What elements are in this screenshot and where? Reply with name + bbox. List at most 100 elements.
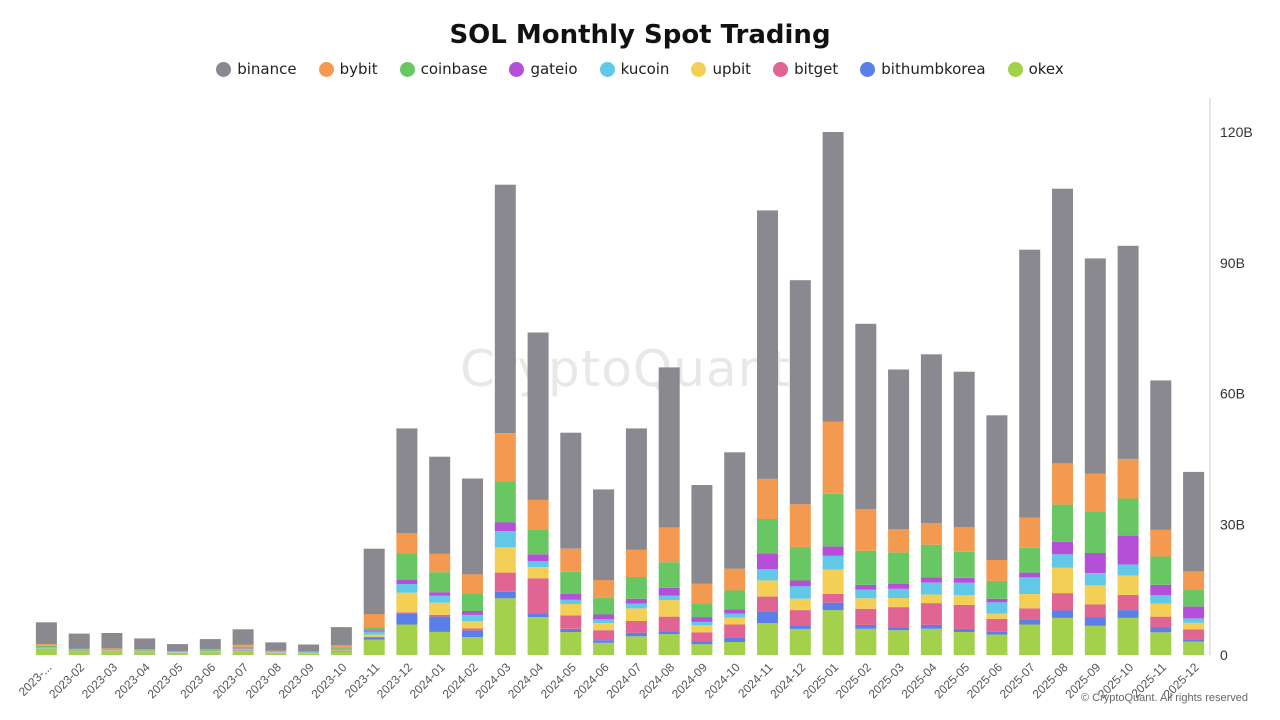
bar-segment-upbit[interactable] xyxy=(822,569,844,594)
bar-stack-2023-09[interactable] xyxy=(298,644,320,656)
bar-stack-2024-09[interactable] xyxy=(691,485,713,655)
bar-segment-bithumbkorea[interactable] xyxy=(691,641,713,645)
bar-segment-bithumbkorea[interactable] xyxy=(953,628,975,632)
bar-segment-bybit[interactable] xyxy=(1117,458,1139,499)
bar-segment-upbit[interactable] xyxy=(953,595,975,605)
bar-segment-coinbase[interactable] xyxy=(757,519,778,554)
bar-segment-bitget[interactable] xyxy=(986,618,1008,632)
bar-segment-bithumbkorea[interactable] xyxy=(724,637,746,642)
bar-segment-bithumbkorea[interactable] xyxy=(396,613,418,625)
bar-segment-bitget[interactable] xyxy=(462,628,483,631)
bar-segment-binance[interactable] xyxy=(724,452,746,569)
bar-segment-kucoin[interactable] xyxy=(494,531,516,548)
bar-segment-bybit[interactable] xyxy=(920,522,942,545)
bar-segment-kucoin[interactable] xyxy=(920,582,942,595)
bar-segment-gateio[interactable] xyxy=(953,577,975,583)
bar-segment-bybit[interactable] xyxy=(658,527,680,563)
bar-segment-kucoin[interactable] xyxy=(1117,564,1139,576)
bar-segment-coinbase[interactable] xyxy=(429,572,451,593)
bar-segment-bitget[interactable] xyxy=(625,621,647,633)
bar-segment-bybit[interactable] xyxy=(527,499,549,530)
bar-segment-bitget[interactable] xyxy=(1019,608,1041,620)
bar-segment-gateio[interactable] xyxy=(822,546,844,556)
bar-segment-bybit[interactable] xyxy=(1183,571,1205,590)
bar-segment-coinbase[interactable] xyxy=(658,562,680,588)
legend-item-okex[interactable]: okex xyxy=(1007,60,1064,78)
bar-segment-binance[interactable] xyxy=(527,332,549,500)
bar-segment-okex[interactable] xyxy=(953,631,975,655)
bar-segment-kucoin[interactable] xyxy=(1150,595,1172,604)
bar-segment-gateio[interactable] xyxy=(593,614,615,620)
bar-segment-bithumbkorea[interactable] xyxy=(888,627,910,631)
bar-stack-2024-03[interactable] xyxy=(494,184,516,655)
bar-segment-binance[interactable] xyxy=(35,622,57,645)
bar-segment-bithumbkorea[interactable] xyxy=(429,616,451,632)
bar-segment-coinbase[interactable] xyxy=(1052,504,1073,542)
bar-segment-binance[interactable] xyxy=(1084,258,1106,474)
bar-segment-bithumbkorea[interactable] xyxy=(920,624,942,629)
bar-stack-2023-12[interactable] xyxy=(396,428,418,656)
bar-segment-kucoin[interactable] xyxy=(1183,618,1205,623)
bar-segment-gateio[interactable] xyxy=(1019,572,1041,578)
bar-segment-kucoin[interactable] xyxy=(888,588,910,598)
bar-segment-okex[interactable] xyxy=(691,644,713,655)
bar-stack-2024-10[interactable] xyxy=(724,452,746,655)
bar-segment-kucoin[interactable] xyxy=(35,647,57,649)
bar-stack-2024-12[interactable] xyxy=(789,280,811,655)
bar-segment-gateio[interactable] xyxy=(527,554,549,562)
bar-segment-upbit[interactable] xyxy=(462,621,483,629)
bar-stack-2023-04[interactable] xyxy=(134,638,156,655)
bar-segment-bitget[interactable] xyxy=(757,596,778,612)
bar-segment-bitget[interactable] xyxy=(724,624,746,638)
bar-segment-bybit[interactable] xyxy=(986,560,1008,581)
bar-segment-kucoin[interactable] xyxy=(691,621,713,626)
bar-segment-okex[interactable] xyxy=(167,653,188,655)
bar-segment-binance[interactable] xyxy=(330,627,352,645)
bar-segment-gateio[interactable] xyxy=(888,584,910,589)
bar-segment-bithumbkorea[interactable] xyxy=(1150,627,1172,633)
legend-item-coinbase[interactable]: coinbase xyxy=(399,60,487,78)
bar-segment-gateio[interactable] xyxy=(757,553,778,570)
bar-segment-kucoin[interactable] xyxy=(363,631,385,635)
bar-segment-bitget[interactable] xyxy=(429,614,451,617)
bar-segment-bybit[interactable] xyxy=(724,568,746,591)
bar-segment-coinbase[interactable] xyxy=(855,550,877,585)
bar-segment-bybit[interactable] xyxy=(265,650,287,652)
bar-segment-kucoin[interactable] xyxy=(232,648,254,650)
bar-stack-2023-05[interactable] xyxy=(167,644,188,655)
bar-segment-upbit[interactable] xyxy=(920,594,942,604)
bar-segment-okex[interactable] xyxy=(396,624,418,656)
bar-segment-bitget[interactable] xyxy=(920,603,942,625)
bar-segment-bybit[interactable] xyxy=(101,648,123,650)
bar-segment-kucoin[interactable] xyxy=(396,584,418,593)
bar-segment-okex[interactable] xyxy=(888,630,910,655)
bar-segment-upbit[interactable] xyxy=(625,608,647,621)
bar-segment-gateio[interactable] xyxy=(920,577,942,583)
bar-segment-kucoin[interactable] xyxy=(855,589,877,599)
bar-segment-binance[interactable] xyxy=(1019,249,1041,518)
bar-segment-binance[interactable] xyxy=(134,638,156,650)
bar-segment-gateio[interactable] xyxy=(560,594,582,600)
bar-segment-gateio[interactable] xyxy=(724,609,746,614)
bar-segment-bybit[interactable] xyxy=(396,533,418,554)
bar-segment-coinbase[interactable] xyxy=(953,551,975,578)
bar-segment-upbit[interactable] xyxy=(658,600,680,617)
bar-segment-coinbase[interactable] xyxy=(199,650,221,651)
bar-segment-upbit[interactable] xyxy=(560,604,582,616)
bar-segment-upbit[interactable] xyxy=(1150,603,1172,617)
bar-segment-upbit[interactable] xyxy=(593,623,615,631)
bar-segment-binance[interactable] xyxy=(232,629,254,645)
bar-segment-binance[interactable] xyxy=(953,371,975,528)
bar-segment-binance[interactable] xyxy=(757,210,778,479)
bar-stack-2025-07[interactable] xyxy=(1019,249,1041,655)
bar-segment-bybit[interactable] xyxy=(462,574,483,594)
bar-segment-coinbase[interactable] xyxy=(363,627,385,631)
bar-segment-binance[interactable] xyxy=(855,323,877,509)
bar-segment-okex[interactable] xyxy=(1052,618,1073,655)
bar-segment-okex[interactable] xyxy=(101,651,123,656)
bar-segment-gateio[interactable] xyxy=(1183,606,1205,619)
bar-stack-2023-06[interactable] xyxy=(199,639,221,655)
bar-segment-gateio[interactable] xyxy=(462,611,483,615)
bar-segment-okex[interactable] xyxy=(134,652,156,655)
bar-segment-bithumbkorea[interactable] xyxy=(822,602,844,611)
